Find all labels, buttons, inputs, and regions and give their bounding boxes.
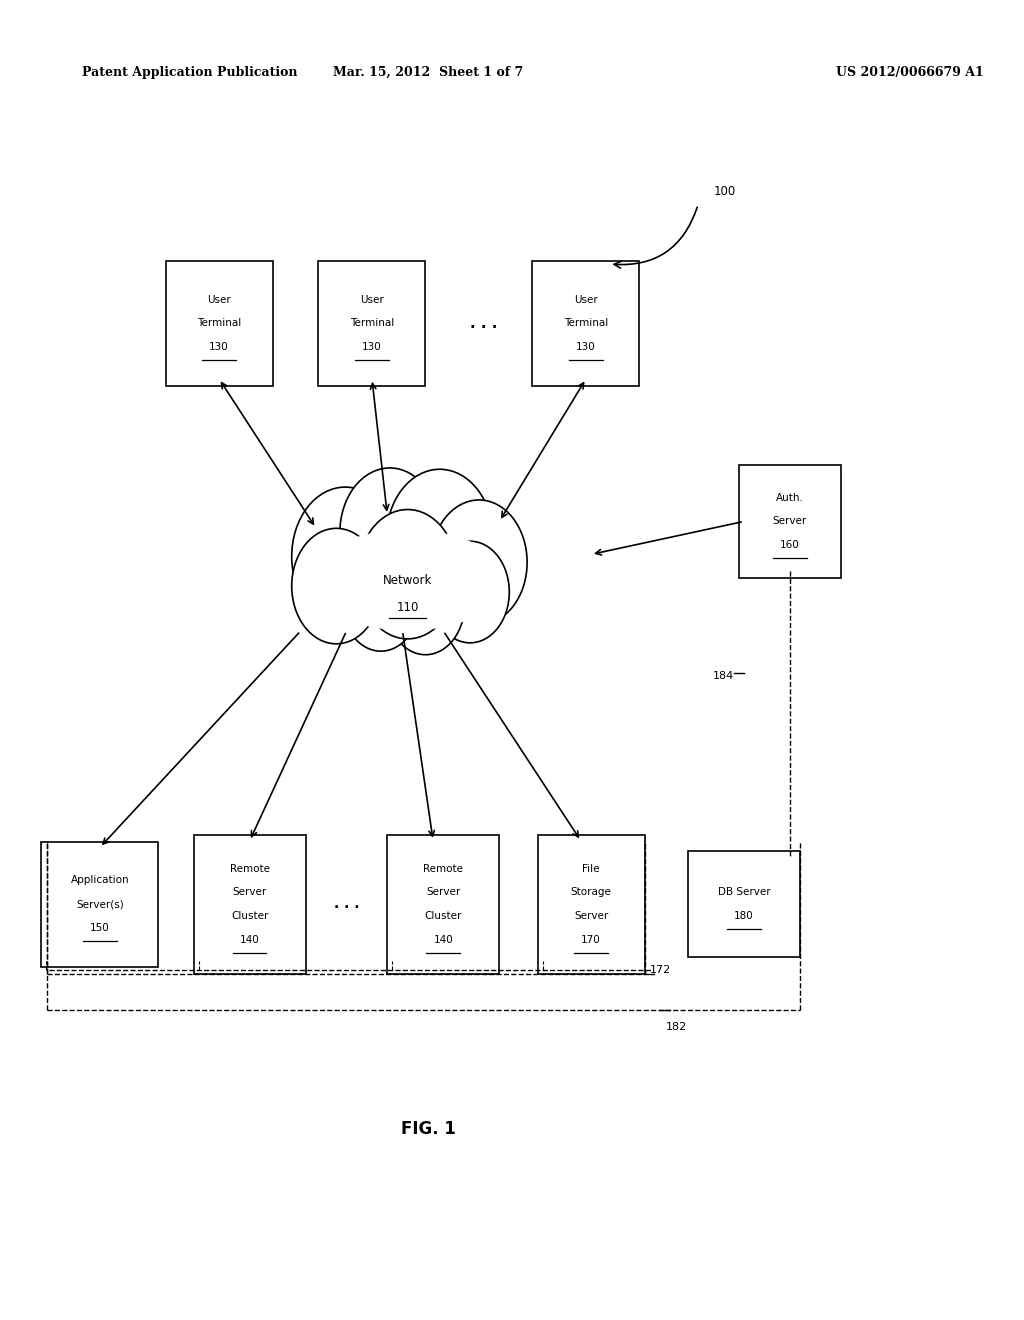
Text: 150: 150 <box>90 923 110 933</box>
Text: User: User <box>360 294 384 305</box>
Text: User: User <box>574 294 598 305</box>
Text: Auth.: Auth. <box>776 492 804 503</box>
FancyArrowPatch shape <box>103 634 299 843</box>
Circle shape <box>431 500 527 624</box>
Text: US 2012/0066679 A1: US 2012/0066679 A1 <box>836 66 983 79</box>
FancyBboxPatch shape <box>166 261 272 385</box>
Text: Cluster: Cluster <box>425 911 462 921</box>
FancyBboxPatch shape <box>194 836 306 974</box>
Text: Patent Application Publication: Patent Application Publication <box>82 66 297 79</box>
Text: Network: Network <box>383 574 432 587</box>
Text: File: File <box>583 863 600 874</box>
Circle shape <box>292 528 381 644</box>
Text: 160: 160 <box>780 540 800 550</box>
Text: User: User <box>207 294 231 305</box>
Text: Storage: Storage <box>570 887 611 898</box>
Text: . . .: . . . <box>470 315 498 331</box>
Ellipse shape <box>309 529 506 631</box>
Text: Terminal: Terminal <box>564 318 608 329</box>
Text: Remote: Remote <box>423 863 463 874</box>
FancyArrowPatch shape <box>252 634 345 837</box>
Text: DB Server: DB Server <box>718 887 770 898</box>
FancyArrowPatch shape <box>502 383 584 517</box>
Text: 130: 130 <box>209 342 229 352</box>
Text: 182: 182 <box>666 1022 687 1032</box>
FancyArrowPatch shape <box>596 521 741 554</box>
Text: 172: 172 <box>650 965 672 975</box>
Text: 140: 140 <box>240 935 259 945</box>
Text: 184: 184 <box>713 671 734 681</box>
Text: Terminal: Terminal <box>350 318 394 329</box>
FancyArrowPatch shape <box>444 634 579 837</box>
Text: Terminal: Terminal <box>197 318 242 329</box>
Text: Remote: Remote <box>229 863 269 874</box>
FancyBboxPatch shape <box>41 842 159 966</box>
Text: Server(s): Server(s) <box>76 899 124 909</box>
FancyBboxPatch shape <box>532 261 639 385</box>
Circle shape <box>342 549 420 651</box>
Text: 100: 100 <box>714 185 735 198</box>
FancyBboxPatch shape <box>538 836 644 974</box>
Text: Server: Server <box>232 887 267 898</box>
Text: 140: 140 <box>433 935 454 945</box>
Text: FIG. 1: FIG. 1 <box>400 1119 456 1138</box>
Circle shape <box>340 469 439 598</box>
FancyArrowPatch shape <box>403 634 434 837</box>
Circle shape <box>431 541 509 643</box>
Text: Server: Server <box>573 911 608 921</box>
FancyArrowPatch shape <box>221 383 313 524</box>
Circle shape <box>357 510 458 639</box>
Text: 130: 130 <box>577 342 596 352</box>
Text: Cluster: Cluster <box>231 911 268 921</box>
FancyBboxPatch shape <box>688 851 800 957</box>
Circle shape <box>386 553 465 655</box>
FancyBboxPatch shape <box>387 836 500 974</box>
Text: . . .: . . . <box>334 898 359 911</box>
FancyBboxPatch shape <box>739 466 841 578</box>
FancyArrowPatch shape <box>614 207 697 268</box>
Text: 110: 110 <box>396 601 419 614</box>
Text: 180: 180 <box>734 911 754 921</box>
Circle shape <box>386 470 494 607</box>
FancyArrowPatch shape <box>371 383 389 511</box>
FancyBboxPatch shape <box>318 261 426 385</box>
Text: Server: Server <box>426 887 461 898</box>
Circle shape <box>292 487 398 626</box>
Text: Server: Server <box>773 516 807 527</box>
Text: 170: 170 <box>582 935 601 945</box>
Text: Application: Application <box>71 875 129 886</box>
Text: Mar. 15, 2012  Sheet 1 of 7: Mar. 15, 2012 Sheet 1 of 7 <box>333 66 523 79</box>
Text: 130: 130 <box>362 342 382 352</box>
